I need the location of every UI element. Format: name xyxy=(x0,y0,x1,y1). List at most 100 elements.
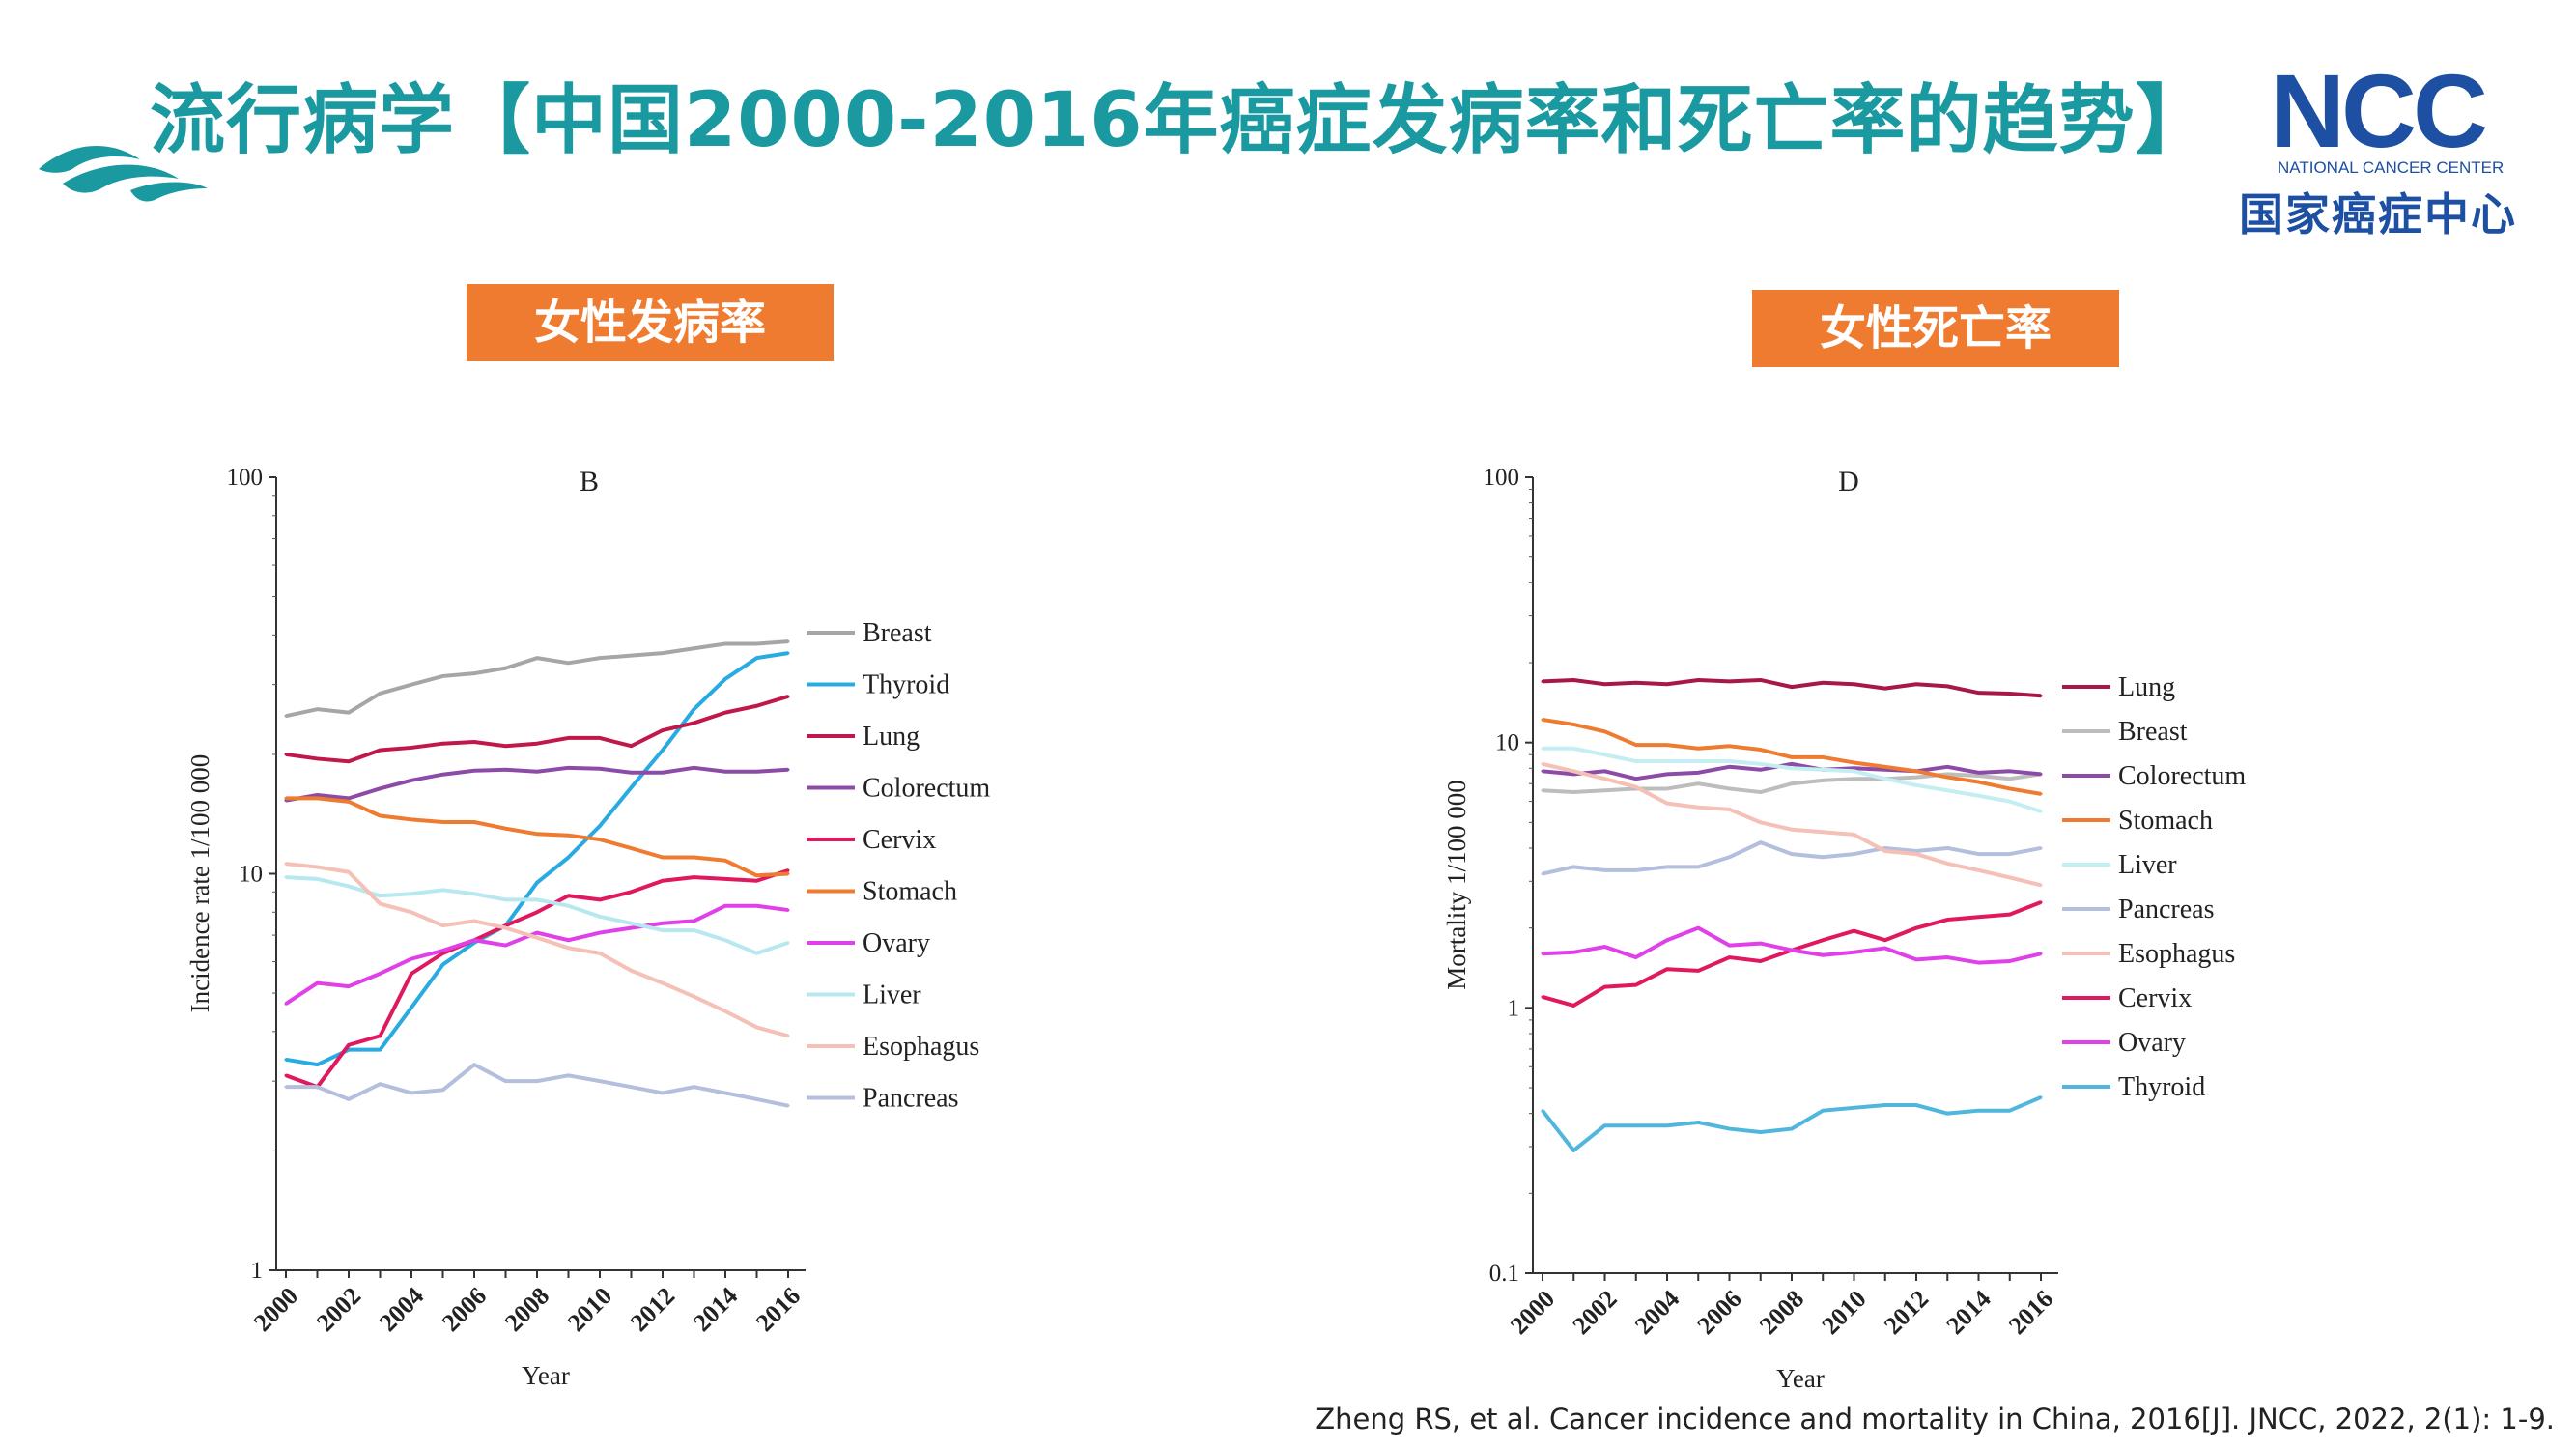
data-point-esophagus xyxy=(693,995,695,999)
data-point-cervix xyxy=(1977,915,1980,919)
data-point-stomach xyxy=(379,814,382,818)
legend-label-lung: Lung xyxy=(2118,672,2175,702)
data-point-colorectum xyxy=(1728,765,1731,769)
data-point-colorectum xyxy=(661,771,665,775)
data-point-esophagus xyxy=(598,952,602,955)
data-point-colorectum xyxy=(1790,762,1794,766)
data-point-lung xyxy=(567,736,570,740)
data-point-thyroid xyxy=(1821,1109,1825,1113)
data-point-liver xyxy=(1853,769,1855,773)
data-point-cervix xyxy=(1665,967,1669,971)
data-point-esophagus xyxy=(661,981,665,985)
data-point-colorectum xyxy=(441,773,444,777)
data-point-ovary xyxy=(693,919,695,923)
series-line-ovary xyxy=(1542,925,2042,965)
data-point-thyroid xyxy=(598,824,602,828)
slide-title: 流行病学【中国2000-2016年癌症发病率和死亡率的趋势】 xyxy=(150,77,2212,164)
series-line-pancreas xyxy=(286,1063,789,1108)
data-point-ovary xyxy=(723,904,727,908)
data-point-pancreas xyxy=(1759,840,1763,844)
data-point-liver xyxy=(755,952,758,955)
data-point-colorectum xyxy=(723,770,727,774)
data-point-esophagus xyxy=(1571,769,1575,773)
data-point-lung xyxy=(755,704,758,708)
data-point-stomach xyxy=(598,838,602,841)
data-point-breast xyxy=(410,683,413,687)
data-point-colorectum xyxy=(1665,772,1669,776)
x-tick-label: 2004 xyxy=(374,1282,429,1337)
ncc-logo-subtitle: NATIONAL CANCER CENTER xyxy=(2278,158,2505,177)
data-point-colorectum xyxy=(755,770,758,774)
data-point-stomach xyxy=(1945,776,1949,780)
data-point-esophagus xyxy=(316,866,319,869)
data-point-cervix xyxy=(1914,926,1918,930)
data-point-pancreas xyxy=(441,1088,444,1092)
data-point-breast xyxy=(755,641,758,645)
data-point-colorectum xyxy=(1571,772,1575,776)
x-tick-label: 2012 xyxy=(1879,1285,1934,1340)
data-point-breast xyxy=(630,654,633,658)
x-tick-label: 2014 xyxy=(1940,1285,1996,1340)
data-point-pancreas xyxy=(504,1079,507,1083)
data-point-thyroid xyxy=(630,785,633,789)
data-point-stomach xyxy=(1541,718,1544,722)
data-point-pancreas xyxy=(1853,852,1855,856)
data-point-colorectum xyxy=(2008,769,2012,773)
data-point-esophagus xyxy=(755,1025,758,1029)
data-point-thyroid xyxy=(1977,1109,1980,1113)
data-point-esophagus xyxy=(630,969,633,973)
data-point-liver xyxy=(1541,747,1544,751)
data-point-ovary xyxy=(441,949,444,952)
data-point-breast xyxy=(316,707,319,711)
data-point-thyroid xyxy=(1634,1123,1638,1127)
data-point-lung xyxy=(1914,682,1918,686)
data-point-pancreas xyxy=(1634,868,1638,872)
data-point-lung xyxy=(347,759,351,763)
legend-label-colorectum: Colorectum xyxy=(863,774,990,804)
data-point-pancreas xyxy=(2008,852,2012,856)
data-point-colorectum xyxy=(379,786,382,790)
data-point-thyroid xyxy=(1853,1106,1855,1110)
data-point-cervix xyxy=(1541,995,1544,999)
data-point-colorectum xyxy=(316,793,319,797)
data-point-lung xyxy=(786,695,790,698)
data-point-liver xyxy=(472,892,476,895)
data-point-ovary xyxy=(410,957,413,961)
x-tick-label: 2002 xyxy=(311,1282,366,1337)
data-point-pancreas xyxy=(630,1085,633,1089)
data-point-breast xyxy=(1759,790,1763,794)
data-point-ovary xyxy=(567,938,570,942)
data-point-stomach xyxy=(1728,744,1731,748)
data-point-stomach xyxy=(567,834,570,838)
data-point-pancreas xyxy=(755,1097,758,1101)
data-point-lung xyxy=(1821,681,1825,685)
data-point-lung xyxy=(693,721,695,724)
data-point-breast xyxy=(693,646,695,650)
data-point-ovary xyxy=(1853,951,1855,954)
data-point-thyroid xyxy=(284,1058,288,1062)
data-point-colorectum xyxy=(693,766,695,770)
data-point-ovary xyxy=(316,981,319,985)
data-point-lung xyxy=(1883,687,1887,691)
data-point-esophagus xyxy=(723,1009,727,1013)
x-tick-label: 2016 xyxy=(2003,1285,2058,1340)
data-point-esophagus xyxy=(347,870,351,874)
data-point-colorectum xyxy=(1759,768,1763,772)
legend-label-cervix: Cervix xyxy=(2118,983,2192,1013)
data-point-thyroid xyxy=(1914,1103,1918,1107)
data-point-thyroid xyxy=(1728,1127,1731,1131)
data-point-ovary xyxy=(1541,952,1544,955)
series-line-stomach xyxy=(286,796,789,878)
data-point-lung xyxy=(410,746,413,750)
data-point-ovary xyxy=(1728,944,1731,948)
data-point-cervix xyxy=(1945,918,1949,922)
data-point-lung xyxy=(535,742,539,746)
data-point-colorectum xyxy=(504,768,507,772)
data-point-cervix xyxy=(535,910,539,914)
data-point-breast xyxy=(1571,790,1575,794)
series-line-cervix xyxy=(285,868,789,1090)
y-tick-label: 100 xyxy=(1484,465,1520,491)
data-point-thyroid xyxy=(1541,1109,1544,1113)
data-point-ovary xyxy=(1790,949,1794,952)
